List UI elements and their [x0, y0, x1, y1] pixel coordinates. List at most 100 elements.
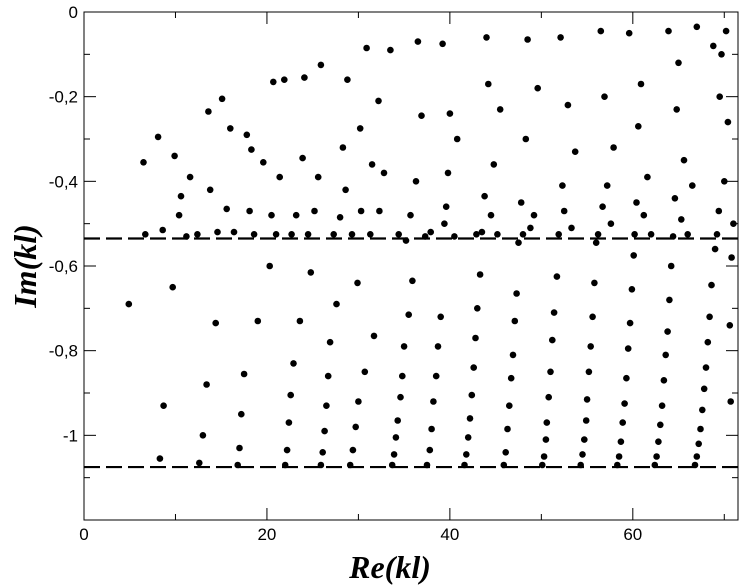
data-point [587, 343, 594, 350]
data-point [655, 438, 662, 446]
data-point [708, 281, 715, 289]
data-point [352, 423, 360, 431]
data-point [426, 446, 434, 454]
data-point [453, 135, 461, 143]
data-point [194, 231, 201, 238]
y-tick-label: -1 [63, 426, 78, 445]
data-point [619, 419, 626, 426]
data-point [183, 233, 190, 240]
data-point [666, 296, 673, 304]
data-point [317, 461, 325, 469]
data-point [704, 338, 712, 346]
data-point [344, 76, 351, 83]
data-point [555, 231, 562, 238]
data-point [490, 161, 498, 168]
data-point [577, 461, 584, 469]
data-point [348, 231, 356, 238]
data-point [437, 313, 445, 321]
data-point [199, 432, 207, 439]
data-point [637, 80, 645, 88]
data-point [288, 231, 295, 238]
data-point [633, 199, 640, 206]
data-point [154, 133, 162, 141]
data-point [272, 231, 280, 238]
data-point [370, 332, 378, 340]
data-point [542, 436, 550, 443]
data-point [236, 444, 243, 452]
data-point [716, 93, 723, 100]
data-point [582, 417, 590, 424]
data-point [171, 152, 178, 160]
data-point [610, 144, 617, 151]
data-point [266, 262, 274, 270]
data-point [292, 211, 300, 219]
data-point [697, 425, 704, 433]
data-point [483, 34, 490, 41]
data-point [260, 159, 267, 166]
data-point [205, 108, 212, 115]
axis-ticks [83, 11, 738, 520]
data-point [169, 283, 176, 291]
data-point [387, 46, 394, 54]
data-point [684, 231, 691, 238]
data-point [301, 74, 308, 81]
data-point [680, 156, 688, 164]
data-point [330, 231, 338, 238]
data-point [568, 224, 575, 232]
tick-labels: 0 20 40 60 0 -0,2 -0,4 -0,6 -0,8 -1 [49, 3, 643, 544]
data-point [585, 368, 593, 376]
data-point [626, 319, 634, 327]
data-point [392, 434, 400, 441]
data-point [397, 393, 404, 401]
data-point [321, 427, 328, 435]
data-point [468, 391, 476, 399]
data-point [592, 239, 600, 246]
data-point [218, 95, 226, 103]
data-point [470, 364, 478, 371]
data-point [485, 80, 492, 88]
data-point [268, 211, 275, 219]
data-point [617, 438, 625, 446]
data-point [156, 455, 164, 462]
data-point [540, 453, 548, 460]
data-point [530, 211, 538, 219]
data-point [243, 131, 251, 139]
data-point [517, 199, 525, 206]
data-point [669, 233, 677, 240]
data-point [524, 36, 531, 43]
data-point [571, 148, 579, 155]
data-point [380, 169, 388, 177]
data-point [599, 203, 606, 210]
data-point [702, 364, 710, 371]
data-point [314, 173, 322, 181]
data-point [603, 182, 611, 189]
data-point [597, 27, 605, 35]
data-point [601, 93, 608, 100]
data-point [511, 317, 519, 325]
data-point [142, 231, 149, 238]
data-point [451, 233, 458, 240]
data-point [281, 76, 288, 83]
data-point [675, 59, 682, 67]
y-tick-label: 0 [69, 3, 78, 22]
y-tick-label: -0,6 [49, 257, 78, 276]
data-point [400, 343, 408, 350]
data-point [428, 425, 435, 433]
data-point [367, 231, 374, 238]
data-point [624, 345, 632, 352]
data-point [635, 123, 642, 130]
data-point [270, 78, 277, 86]
data-point [615, 453, 623, 460]
data-point [160, 402, 167, 410]
data-point [664, 328, 671, 335]
data-point [660, 377, 668, 384]
data-point [564, 101, 572, 109]
data-point [418, 112, 425, 119]
data-point [430, 398, 437, 405]
data-point [522, 135, 530, 143]
data-point [276, 173, 284, 181]
data-point [311, 207, 318, 215]
data-point [693, 453, 701, 460]
data-point [557, 34, 564, 41]
data-point [678, 216, 685, 223]
